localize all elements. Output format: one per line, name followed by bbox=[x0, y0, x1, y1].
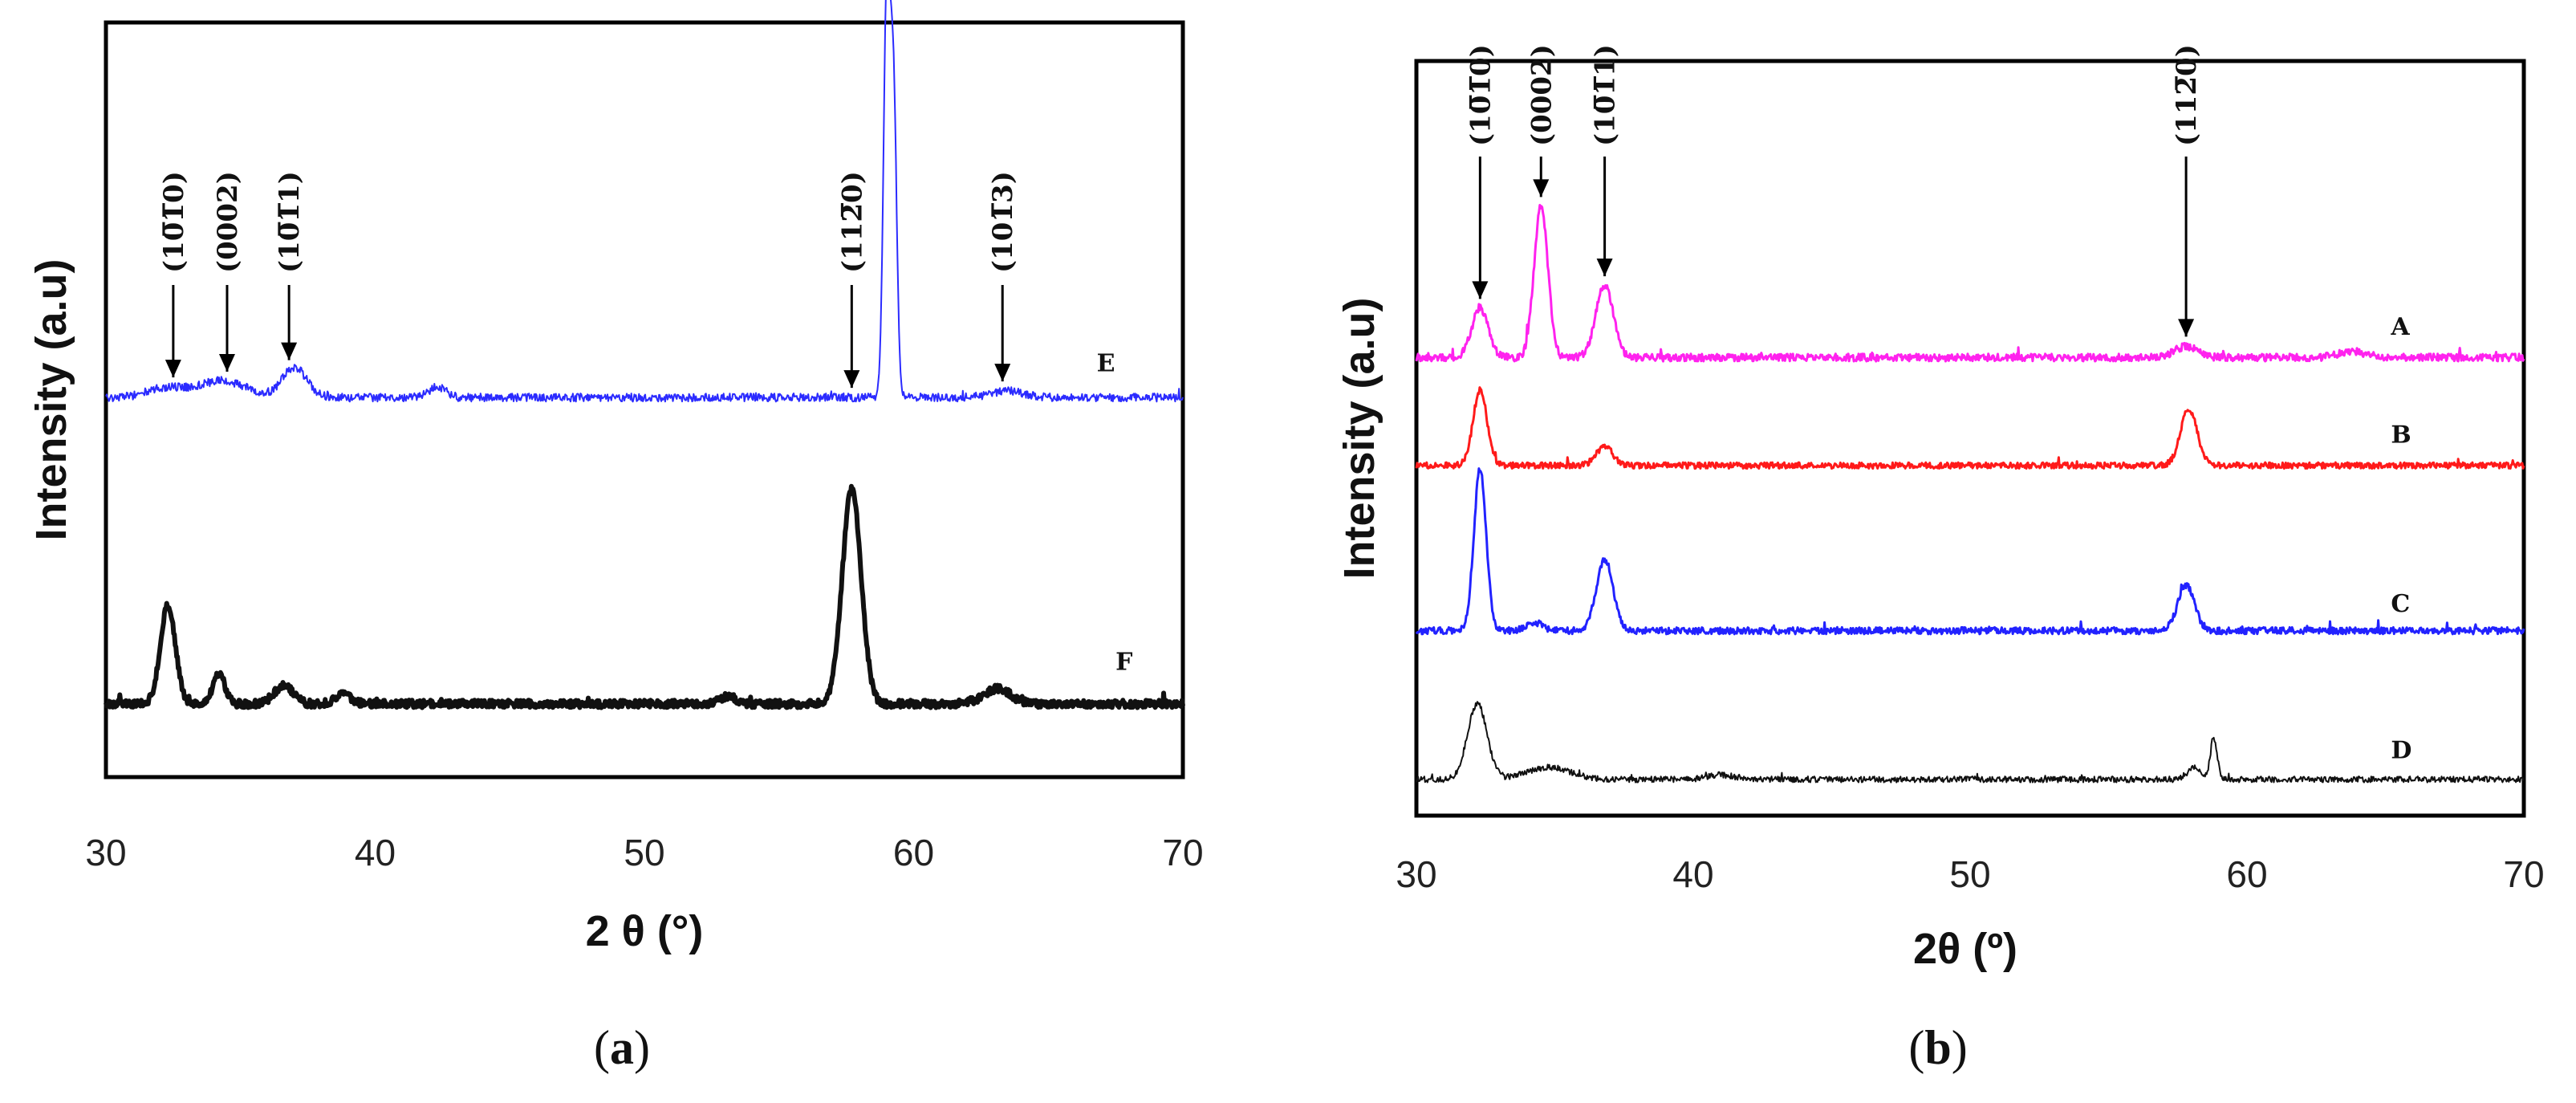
x-tick-label: 70 bbox=[2503, 853, 2544, 895]
peak-label: (10̅1̅1) bbox=[1590, 44, 1622, 146]
peak-arrow-head bbox=[281, 342, 298, 360]
peak-arrow-head bbox=[165, 360, 181, 378]
x-tick-label: 70 bbox=[1162, 832, 1203, 873]
x-tick-label: 60 bbox=[2226, 853, 2267, 895]
x-tick-label: 40 bbox=[355, 832, 396, 873]
x-tick-label: 30 bbox=[1396, 853, 1436, 895]
x-tick-label: 40 bbox=[1672, 853, 1713, 895]
x-axis-title-b: 2θ (º) bbox=[1913, 925, 2017, 973]
series-label-E: E bbox=[1097, 349, 1115, 377]
panel-caption-a: (a) bbox=[594, 1021, 650, 1074]
x-tick-label: 50 bbox=[1949, 853, 1990, 895]
peak-arrow-head bbox=[1472, 281, 1489, 299]
series-label-F: F bbox=[1115, 649, 1132, 677]
peak-label: (101̅3) bbox=[987, 171, 1019, 273]
plot-area-b: A B C D (10̅1̅0) (0002) (10̅1̅1) (112̅0) bbox=[1415, 44, 2525, 783]
series-line-B bbox=[1415, 386, 2525, 470]
plot-area-a: E F (10̅1̅0) (0002) (10̅1̅1) (112̅0) (101̅3) bbox=[104, 0, 1185, 710]
peak-arrow-head bbox=[843, 370, 860, 389]
peak-arrow-head bbox=[1596, 258, 1613, 277]
series-line-F bbox=[104, 483, 1185, 710]
y-axis-title-b: Intensity (a.u) bbox=[1335, 297, 1383, 579]
series-line-D bbox=[1416, 701, 2525, 783]
peak-label: (10̅1̅0) bbox=[1465, 44, 1497, 146]
plot-frame-a bbox=[104, 20, 1185, 779]
peak-label: (112̅0) bbox=[2171, 44, 2203, 146]
series-line-E bbox=[105, 0, 1184, 403]
series-line-C bbox=[1415, 467, 2525, 636]
series-label-C: C bbox=[2391, 590, 2410, 618]
peak-label: (10̅1̅0) bbox=[158, 171, 190, 273]
peak-arrow-head bbox=[218, 353, 235, 372]
x-axis-title-a: 2 θ (°) bbox=[586, 907, 704, 955]
peak-arrow-head bbox=[2178, 319, 2195, 337]
series-label-B: B bbox=[2391, 421, 2411, 450]
x-tick-label: 60 bbox=[893, 832, 934, 873]
x-tick-labels-a: 30 40 50 60 70 bbox=[85, 832, 1203, 873]
panel-b: A B C D (10̅1̅0) (0002) (10̅1̅1) (112̅0) 30 40 50… bbox=[1335, 44, 2545, 1074]
panel-a: E F (10̅1̅0) (0002) (10̅1̅1) (112̅0) (101̅3) 3… bbox=[27, 0, 1204, 1074]
plot-frame-b bbox=[1414, 59, 2526, 818]
panel-caption-b: (b) bbox=[1908, 1021, 1967, 1074]
series-label-D: D bbox=[2391, 737, 2411, 765]
peak-label: (0002) bbox=[1526, 44, 1558, 146]
x-tick-label: 50 bbox=[624, 832, 664, 873]
series-label-A: A bbox=[2390, 313, 2410, 341]
peak-label: (0002) bbox=[212, 171, 244, 273]
peak-label: (112̅0) bbox=[836, 171, 868, 273]
peak-arrow-head bbox=[1533, 179, 1550, 197]
series-line-A bbox=[1415, 204, 2525, 363]
x-tick-label: 30 bbox=[85, 832, 126, 873]
peak-label: (10̅1̅1) bbox=[274, 171, 306, 273]
peak-arrow-head bbox=[994, 364, 1011, 382]
y-axis-title-a: Intensity (a.u) bbox=[27, 258, 75, 540]
x-tick-labels-b: 30 40 50 60 70 bbox=[1396, 853, 2544, 895]
